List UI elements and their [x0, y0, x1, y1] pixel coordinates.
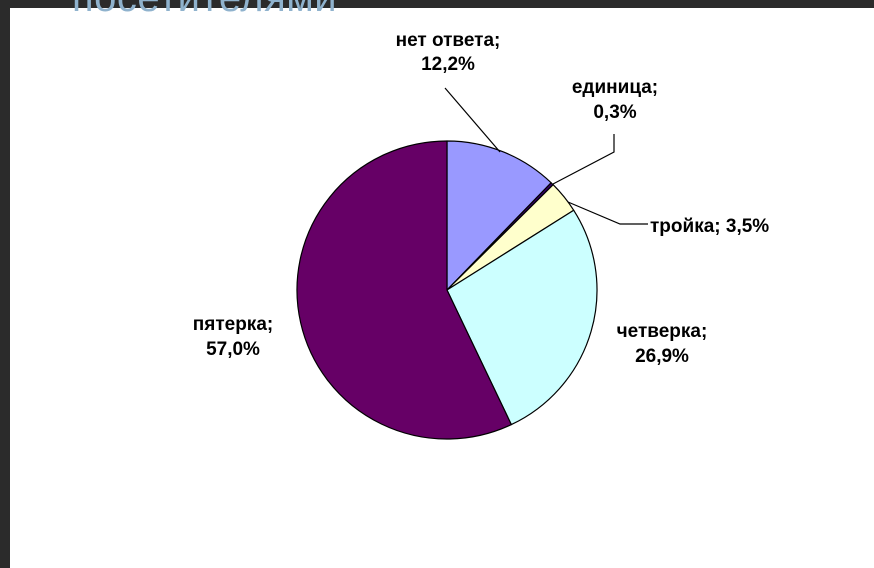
data-label-2-line-0: тройка; 3,5% — [650, 216, 769, 237]
data-label-4-line-0: пятерка; — [193, 314, 273, 335]
leader-line-1 — [552, 134, 615, 185]
pie-slice-4 — [296, 140, 512, 440]
data-label-4-line-1: 57,0% — [206, 339, 260, 360]
data-label-0-line-1: 12,2% — [421, 54, 475, 75]
pie-slice-0 — [446, 140, 552, 291]
leader-line-0 — [444, 87, 501, 153]
leader-line-2 — [567, 201, 648, 225]
page-title: посетителями — [72, 0, 337, 18]
data-label-0-line-0: нет ответа; — [396, 30, 501, 51]
data-label-3-line-1: 26,9% — [635, 346, 689, 367]
data-label-3-line-0: четверка; — [617, 321, 708, 342]
data-label-1-line-1: 0,3% — [593, 102, 636, 123]
data-label-1-line-0: единица; — [572, 77, 658, 98]
pie-slice-3 — [446, 209, 598, 426]
